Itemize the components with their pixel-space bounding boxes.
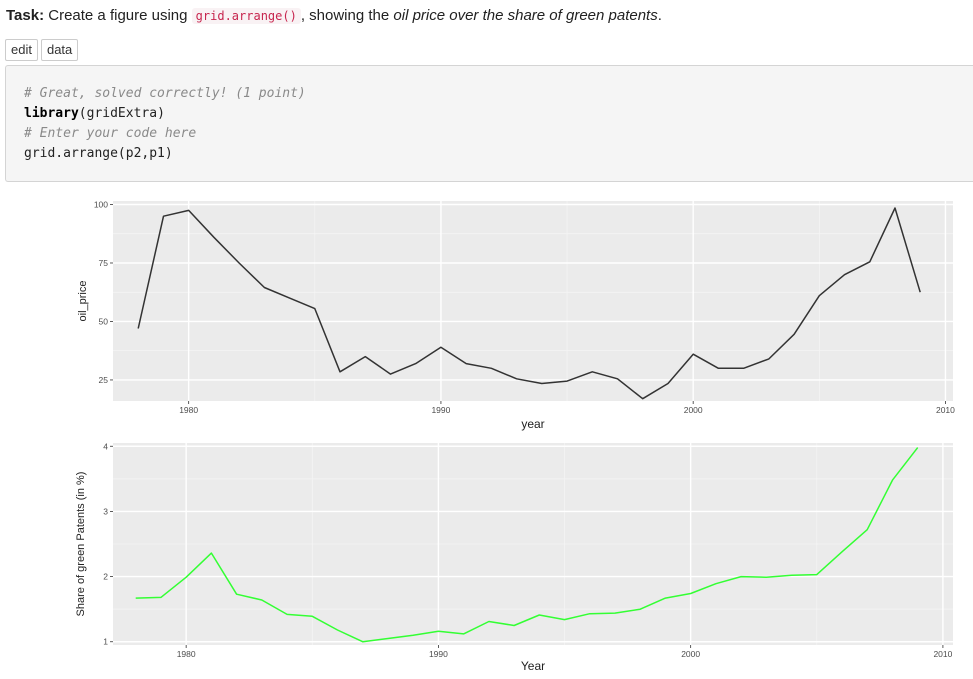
y-tick-label: 100 (94, 200, 108, 210)
y-tick-label: 25 (99, 375, 109, 385)
y-axis-label: oil_price (77, 281, 89, 322)
x-tick-label: 1980 (179, 405, 198, 415)
x-tick-label: 2000 (684, 405, 703, 415)
x-tick-label: 1990 (431, 405, 450, 415)
green-patents-chart: 1980 1990 2000 2010 1 2 3 4 Year Share of green P… (75, 441, 953, 673)
plot-panel (113, 201, 953, 401)
y-tick-label: 3 (103, 506, 108, 516)
oil-price-chart: 1980 1990 2000 2010 25 50 75 100 year oil_price (77, 200, 955, 431)
y-axis-label: Share of green Patents (in %) (75, 472, 87, 617)
x-tick-label: 2010 (936, 405, 955, 415)
y-tick-label: 2 (103, 572, 108, 582)
x-tick-label: 2000 (681, 649, 700, 659)
x-axis-label: Year (521, 659, 545, 673)
y-tick-label: 50 (99, 316, 109, 326)
y-tick-label: 1 (103, 637, 108, 647)
x-tick-label: 1990 (429, 649, 448, 659)
y-tick-label: 75 (99, 258, 109, 268)
x-tick-label: 2010 (933, 649, 952, 659)
y-tick-label: 4 (103, 441, 108, 451)
x-tick-label: 1980 (177, 649, 196, 659)
x-axis-label: year (521, 417, 544, 431)
